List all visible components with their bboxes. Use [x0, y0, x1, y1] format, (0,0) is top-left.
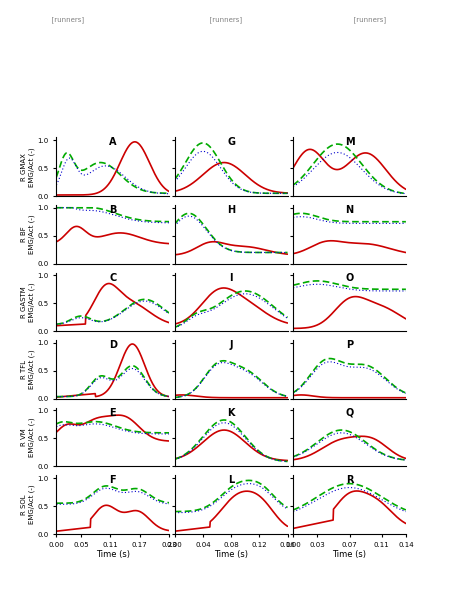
- Text: [runners]: [runners]: [47, 16, 88, 23]
- Text: H: H: [227, 205, 235, 215]
- Text: P: P: [346, 340, 353, 350]
- Text: L: L: [228, 475, 234, 485]
- Text: K: K: [227, 407, 235, 418]
- X-axis label: Time (s): Time (s): [214, 550, 248, 559]
- Text: F: F: [110, 475, 116, 485]
- X-axis label: Time (s): Time (s): [332, 550, 367, 559]
- Text: O: O: [345, 272, 354, 283]
- Y-axis label: R BF
EMG/Act (-): R BF EMG/Act (-): [21, 215, 35, 254]
- Y-axis label: R VM
EMG/Act (-): R VM EMG/Act (-): [21, 417, 35, 457]
- Text: E: E: [110, 407, 116, 418]
- Y-axis label: R TFL
EMG/Act (-): R TFL EMG/Act (-): [21, 350, 35, 389]
- Text: C: C: [109, 272, 116, 283]
- Y-axis label: R SOL
EMG/Act (-): R SOL EMG/Act (-): [21, 485, 35, 524]
- Y-axis label: R GASTM
EMG/Act (-): R GASTM EMG/Act (-): [21, 282, 35, 322]
- Text: R: R: [346, 475, 353, 485]
- Text: M: M: [345, 137, 354, 148]
- Text: [runners]: [runners]: [205, 16, 246, 23]
- Y-axis label: R GMAX
EMG/Act (-): R GMAX EMG/Act (-): [21, 147, 35, 187]
- Text: I: I: [230, 272, 233, 283]
- X-axis label: Time (s): Time (s): [96, 550, 130, 559]
- Text: G: G: [227, 137, 235, 148]
- Text: N: N: [345, 205, 354, 215]
- Text: [runners]: [runners]: [349, 16, 391, 23]
- Text: B: B: [109, 205, 116, 215]
- Text: Q: Q: [345, 407, 354, 418]
- Text: J: J: [230, 340, 233, 350]
- Text: D: D: [109, 340, 117, 350]
- Text: A: A: [109, 137, 116, 148]
